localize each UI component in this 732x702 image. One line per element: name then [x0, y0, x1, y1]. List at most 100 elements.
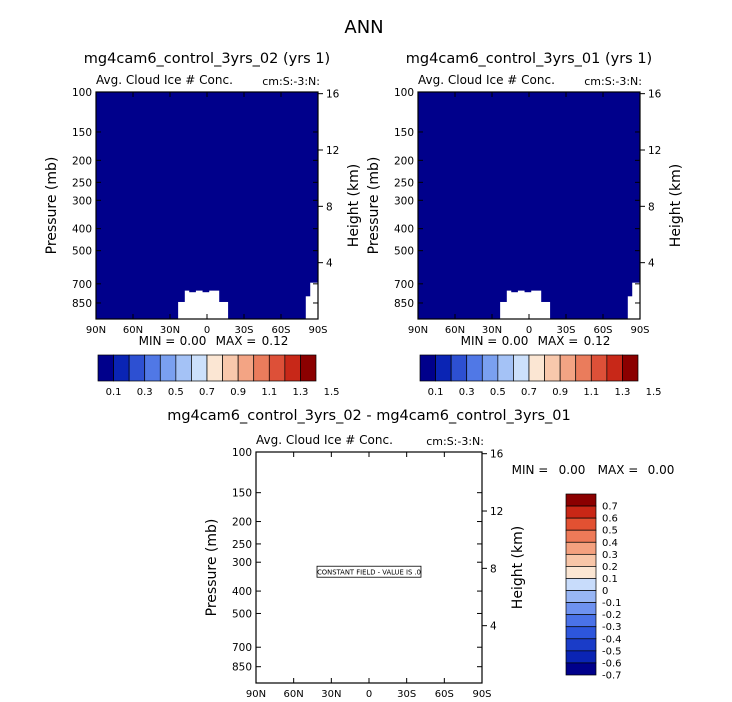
- max-value: 0.12: [262, 334, 289, 348]
- colorbar-swatch: [300, 354, 317, 382]
- colorbar-swatch: [565, 517, 597, 531]
- y-tick-label: 100: [72, 87, 92, 99]
- y-tick-label: 200: [72, 155, 92, 167]
- y2-axis-title: Height (km): [668, 164, 684, 247]
- x-tick-label: 60S: [435, 689, 454, 700]
- colorbar-label: 0.1: [106, 387, 122, 398]
- y-tick-label: 850: [72, 298, 92, 310]
- y2-tick-label: 8: [490, 563, 497, 575]
- colorbar-label: 0.7: [199, 387, 215, 398]
- colorbar-label: 0.9: [552, 387, 568, 398]
- missing-data-mask: [500, 301, 551, 319]
- min-label: MIN =: [139, 334, 176, 348]
- colorbar-swatch: [284, 354, 301, 382]
- y-tick-label: 250: [394, 177, 414, 189]
- colorbar-swatch: [565, 626, 597, 640]
- x-tick-label: 60N: [445, 325, 465, 336]
- y-axis-title: Pressure (mb): [44, 157, 60, 255]
- min-label: MIN =: [461, 334, 498, 348]
- colorbar-swatch: [565, 590, 597, 603]
- missing-data-notch: [511, 289, 518, 293]
- x-tick-label: 90N: [86, 325, 106, 336]
- colorbar-swatch: [97, 354, 114, 382]
- colorbar-swatch: [435, 354, 452, 382]
- y2-tick-label: 12: [648, 145, 661, 157]
- min-value: 0.00: [502, 334, 529, 348]
- colorbar-label: 0.2: [602, 562, 618, 573]
- units-label: cm:S:-3:N:: [262, 75, 320, 88]
- y2-axis-title: Height (km): [346, 164, 362, 247]
- y-tick-label: 200: [232, 517, 252, 529]
- max-value: 0.12: [584, 334, 611, 348]
- colorbar-swatch: [528, 354, 545, 382]
- x-tick-label: 90N: [246, 689, 266, 700]
- colorbar-label: 0.5: [168, 387, 184, 398]
- missing-data-mask: [178, 301, 229, 319]
- colorbar-swatch: [419, 354, 436, 382]
- colorbar-label: 0.5: [602, 526, 618, 537]
- colorbar-swatch: [565, 553, 597, 567]
- constant-field-box: [316, 565, 422, 578]
- colorbar-swatch: [113, 354, 130, 382]
- y-tick-label: 100: [232, 447, 252, 459]
- x-tick-label: 90S: [308, 325, 327, 336]
- y-tick-label: 500: [232, 608, 252, 620]
- colorbar-swatch: [559, 354, 577, 382]
- data-field: [96, 92, 318, 319]
- colorbar-swatch: [544, 354, 561, 382]
- panel-p3: mg4cam6_control_3yrs_02 - mg4cam6_contro…: [167, 408, 674, 700]
- colorbar-swatch: [144, 354, 161, 382]
- y2-tick-label: 4: [648, 258, 655, 270]
- colorbar-label: -0.7: [602, 671, 622, 682]
- y2-tick-label: 4: [490, 621, 497, 633]
- y-tick-label: 150: [232, 488, 252, 500]
- y-tick-label: 200: [394, 155, 414, 167]
- colorbar-label: -0.2: [602, 610, 622, 621]
- colorbar-swatch: [513, 354, 530, 382]
- colorbar-label: 0.7: [602, 502, 618, 513]
- x-tick-label: 60S: [593, 325, 612, 336]
- colorbar-label: 1.1: [583, 387, 599, 398]
- variable-label: Avg. Cloud Ice # Conc.: [256, 433, 393, 447]
- colorbar-swatch: [481, 354, 499, 382]
- y-tick-label: 850: [232, 662, 252, 674]
- y2-axis-title: Height (km): [510, 526, 526, 609]
- y-tick-label: 150: [394, 127, 414, 139]
- max-label: MAX =: [598, 463, 639, 477]
- min-value: 0.00: [559, 463, 586, 477]
- variable-label: Avg. Cloud Ice # Conc.: [96, 73, 233, 87]
- colorbar-swatch: [237, 354, 255, 382]
- y2-tick-label: 16: [490, 449, 504, 461]
- colorbar-swatch: [191, 354, 208, 382]
- colorbar-swatch: [450, 354, 468, 382]
- y-tick-label: 700: [72, 279, 92, 291]
- colorbar-swatch: [175, 354, 192, 382]
- colorbar-swatch: [622, 354, 639, 382]
- x-tick-label: 90N: [408, 325, 428, 336]
- page-title: ANN: [344, 17, 383, 38]
- x-tick-label: 30N: [482, 325, 502, 336]
- missing-data-mask: [305, 296, 318, 319]
- constant-field-note: CONSTANT FIELD - VALUE IS .0: [317, 569, 421, 577]
- colorbar-label: 0.1: [602, 574, 618, 585]
- colorbar-swatch: [565, 529, 597, 543]
- colorbar-swatch: [565, 566, 597, 579]
- y-tick-label: 400: [72, 224, 92, 236]
- y-tick-label: 850: [394, 298, 414, 310]
- colorbar-label: 1.5: [324, 387, 340, 398]
- colorbar: 0.1 0.3 0.5 0.7 0.9 1.1 1.3 1.5: [419, 354, 662, 398]
- colorbar-label: -0.6: [602, 658, 622, 669]
- colorbar-label: 1.3: [292, 387, 308, 398]
- colorbar-label: 0.3: [602, 550, 618, 561]
- units-label: cm:S:-3:N:: [426, 435, 484, 448]
- y-tick-label: 300: [394, 195, 414, 207]
- colorbar-swatch: [575, 354, 592, 382]
- x-tick-label: 30S: [556, 325, 575, 336]
- colorbar-swatch: [590, 354, 608, 382]
- panel-title: mg4cam6_control_3yrs_01 (yrs 1): [406, 51, 652, 67]
- colorbar-label: 0.9: [230, 387, 246, 398]
- missing-data-notch: [202, 289, 210, 293]
- y2-tick-label: 4: [326, 258, 333, 270]
- colorbar-swatch: [606, 354, 623, 382]
- y-tick-label: 150: [72, 127, 92, 139]
